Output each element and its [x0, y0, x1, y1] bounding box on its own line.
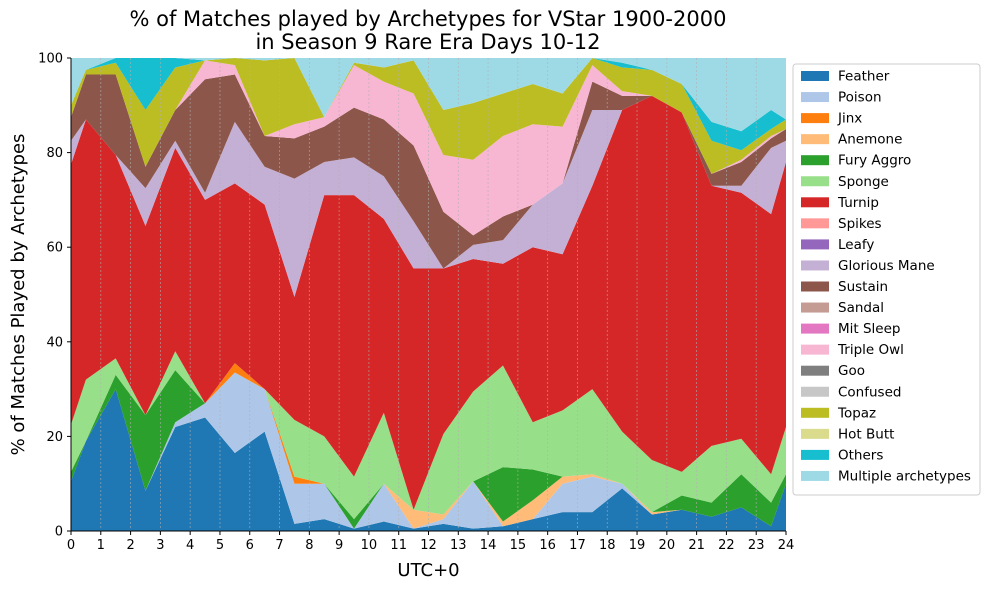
legend-label-leafy: Leafy	[838, 237, 874, 253]
legend-swatch-sustain	[801, 281, 829, 292]
y-tick-label-0: 0	[55, 525, 63, 540]
legend-label-turnip: Turnip	[837, 195, 879, 211]
y-axis-ticks: 0 20 40 60 80 100	[38, 52, 71, 540]
x-tick-label-3: 3	[156, 538, 164, 553]
x-tick-label-7: 7	[275, 538, 283, 553]
legend: Feather Poison Jinx Anemone Fury Aggro Sponge…	[792, 63, 981, 496]
x-tick-label-11: 11	[390, 538, 407, 553]
legend-swatch-anemone	[801, 134, 829, 145]
legend-label-hot-butt: Hot Butt	[838, 426, 894, 442]
legend-label-sandal: Sandal	[838, 300, 884, 316]
x-tick-label-12: 12	[420, 538, 437, 553]
x-axis-title: UTC+0	[397, 560, 459, 581]
area-sponge	[71, 351, 786, 520]
legend-swatch-multiple-archetypes	[801, 470, 829, 481]
legend-swatch-glorious-mane	[801, 260, 829, 271]
chart-title-line-1: % of Matches played by Archetypes for VS…	[130, 7, 727, 31]
legend-label-goo: Goo	[838, 363, 865, 379]
legend-label-poison: Poison	[838, 90, 882, 106]
x-tick-label-6: 6	[246, 538, 254, 553]
legend-label-mit-sleep: Mit Sleep	[838, 321, 900, 337]
x-tick-label-13: 13	[450, 538, 467, 553]
x-tick-label-19: 19	[629, 538, 646, 553]
y-tick-label-20: 20	[46, 430, 63, 445]
y-tick-label-60: 60	[46, 241, 63, 256]
x-tick-label-10: 10	[361, 538, 378, 553]
x-tick-label-17: 17	[569, 538, 586, 553]
legend-label-sponge: Sponge	[838, 174, 889, 190]
x-tick-label-8: 8	[305, 538, 313, 553]
legend-swatch-hot-butt	[801, 428, 829, 439]
legend-swatch-confused	[801, 386, 829, 397]
legend-swatch-feather	[801, 71, 829, 81]
legend-label-sustain: Sustain	[838, 279, 888, 295]
x-tick-label-2: 2	[126, 538, 134, 553]
legend-swatch-triple-owl	[801, 344, 829, 355]
x-tick-label-4: 4	[186, 538, 194, 553]
legend-label-confused: Confused	[838, 384, 901, 400]
y-tick-label-100: 100	[38, 52, 63, 67]
axis-titles: UTC+0 % of Matches Played by Archetypes	[8, 134, 460, 581]
legend-label-jinx: Jinx	[837, 111, 862, 127]
legend-label-feather: Feather	[838, 69, 890, 85]
chart-title: % of Matches played by Archetypes for VS…	[130, 7, 727, 54]
x-tick-label-16: 16	[539, 538, 556, 553]
y-axis-title: % of Matches Played by Archetypes	[8, 134, 29, 456]
area-multiple-archetypes	[71, 58, 786, 132]
area-fury-aggro	[71, 363, 786, 529]
legend-label-others: Others	[838, 447, 883, 463]
x-tick-label-23: 23	[748, 538, 765, 553]
x-tick-label-0: 0	[67, 538, 75, 553]
legend-label-anemone: Anemone	[838, 132, 902, 148]
area-others	[71, 58, 786, 151]
y-tick-label-80: 80	[46, 146, 63, 161]
legend-swatch-fury-aggro	[801, 155, 829, 166]
legend-label-fury-aggro: Fury Aggro	[838, 153, 911, 169]
legend-swatch-others	[801, 449, 829, 460]
legend-label-topaz: Topaz	[837, 405, 876, 421]
x-tick-label-15: 15	[510, 538, 527, 553]
legend-swatch-turnip	[801, 197, 829, 208]
legend-label-multiple-archetypes: Multiple archetypes	[838, 468, 971, 484]
legend-swatch-sponge	[801, 176, 829, 187]
legend-swatch-sandal	[801, 302, 829, 313]
chart-title-line-2: in Season 9 Rare Era Days 10-12	[255, 30, 600, 54]
x-tick-label-18: 18	[599, 538, 616, 553]
legend-swatch-topaz	[801, 407, 829, 418]
vertical-gridlines	[100, 58, 757, 531]
x-axis-ticks: 0 1 2 3 4 5 6 7 8 9 10 11 12 13 14 15 16 17 18 19 20 21 22 23 24	[67, 531, 794, 553]
x-tick-label-5: 5	[216, 538, 224, 553]
legend-label-triple-owl: Triple Owl	[837, 342, 904, 358]
legend-swatch-spikes	[801, 218, 829, 229]
legend-swatch-jinx	[801, 113, 829, 124]
y-tick-label-40: 40	[46, 335, 63, 350]
legend-box	[792, 63, 981, 496]
x-tick-label-9: 9	[335, 538, 343, 553]
x-tick-label-1: 1	[97, 538, 105, 553]
legend-swatch-leafy	[801, 239, 829, 250]
x-tick-label-21: 21	[688, 538, 705, 553]
legend-swatch-goo	[801, 365, 829, 376]
x-tick-label-14: 14	[480, 538, 497, 553]
legend-swatch-poison	[801, 92, 829, 103]
x-tick-label-20: 20	[659, 538, 676, 553]
legend-label-glorious-mane: Glorious Mane	[838, 258, 935, 274]
legend-label-spikes: Spikes	[838, 216, 882, 232]
x-tick-label-24: 24	[778, 538, 795, 553]
x-tick-label-22: 22	[718, 538, 735, 553]
legend-swatch-mit-sleep	[801, 323, 829, 334]
